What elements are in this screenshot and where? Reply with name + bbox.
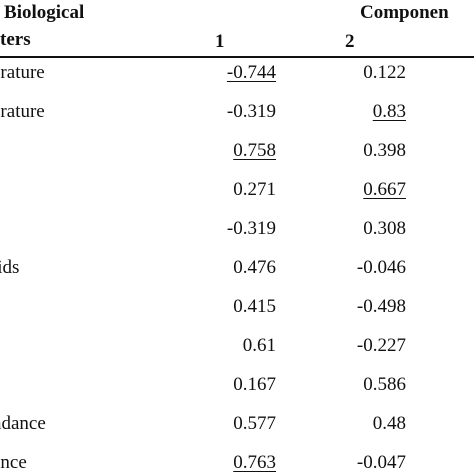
header-title-line1: / Biological	[0, 2, 85, 23]
component-1-value: 0.271	[233, 179, 276, 200]
component-2-value: 0.83	[372, 101, 406, 122]
component-1-value: 0.61	[242, 335, 276, 356]
table-row: erature -0.744 0.122	[0, 58, 474, 97]
component-2-value: 0.398	[363, 140, 406, 161]
component-2-value: -0.047	[356, 452, 406, 473]
row-label: ndance	[0, 413, 46, 434]
component-2-value: 0.586	[363, 374, 406, 395]
row-label: ance	[0, 452, 27, 473]
header-column-2: 2	[345, 31, 355, 52]
component-1-value: 0.763	[233, 452, 276, 473]
row-label: erature	[0, 101, 45, 122]
row-label: lids	[0, 257, 20, 278]
component-2-value: 0.122	[363, 62, 406, 83]
component-2-value: -0.046	[356, 257, 406, 278]
table-row: 0.167 0.586	[0, 370, 474, 409]
table-row: lids 0.476 -0.046	[0, 253, 474, 292]
header-column-1: 1	[215, 31, 225, 52]
table-row: -0.319 0.308	[0, 214, 474, 253]
header-rule	[0, 56, 474, 58]
header-title-line2: ters	[0, 29, 31, 50]
component-1-value: -0.319	[226, 218, 276, 239]
table-row: 0.61 -0.227	[0, 331, 474, 370]
table-row: erature -0.319 0.83	[0, 97, 474, 136]
component-1-value: 0.577	[233, 413, 276, 434]
component-1-value: -0.744	[226, 62, 276, 83]
component-1-value: 0.476	[233, 257, 276, 278]
table-row: ndance 0.577 0.48	[0, 409, 474, 448]
table-row: 0.758 0.398	[0, 136, 474, 175]
row-label: erature	[0, 62, 45, 83]
component-1-value: 0.167	[233, 374, 276, 395]
table-body: erature -0.744 0.122 erature -0.319 0.83 0.758…	[0, 58, 474, 474]
header-component-label: Componen	[360, 2, 449, 23]
component-1-value: 0.415	[233, 296, 276, 317]
component-1-value: -0.319	[226, 101, 276, 122]
table-row: 0.271 0.667	[0, 175, 474, 214]
component-2-value: 0.48	[372, 413, 406, 434]
component-2-value: 0.667	[363, 179, 406, 200]
table-row: 0.415 -0.498	[0, 292, 474, 331]
table-row: ance 0.763 -0.047	[0, 448, 474, 474]
component-1-value: 0.758	[233, 140, 276, 161]
component-2-value: -0.227	[356, 335, 406, 356]
component-2-value: -0.498	[356, 296, 406, 317]
component-2-value: 0.308	[363, 218, 406, 239]
